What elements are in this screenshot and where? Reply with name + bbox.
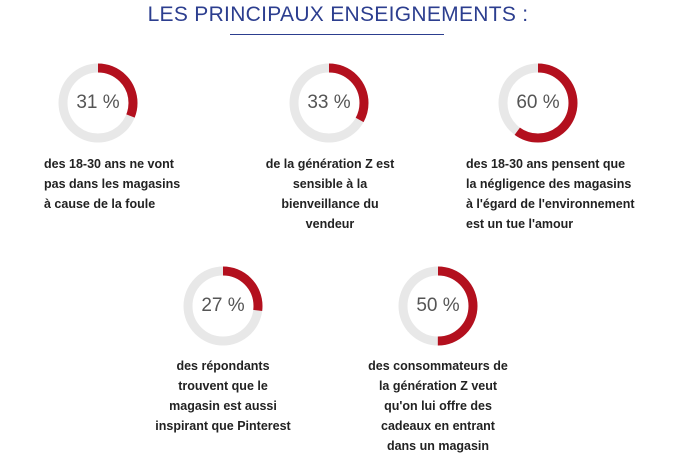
description-line: qu'on lui offre des: [384, 399, 492, 413]
description-line: dans un magasin: [386, 439, 490, 453]
description-2: de la génération Z est sensible à la bie…: [240, 154, 420, 234]
description-3: des 18-30 ans pensent que la négligence …: [466, 154, 671, 234]
description-line: des consommateurs de: [368, 359, 508, 373]
description-line: à l'égard de l'environnement: [466, 197, 635, 211]
description-line: inspirant que Pinterest: [155, 419, 291, 433]
title-underline: [230, 34, 444, 35]
description-line: des 18-30 ans pensent que: [466, 157, 626, 171]
description-5: des consommateurs de la génération Z veu…: [348, 356, 528, 456]
description-1: des 18-30 ans ne vont pas dans les magas…: [44, 154, 214, 214]
description-line: cadeaux en entrant: [381, 419, 495, 433]
donut-2: 33 %: [288, 62, 370, 144]
percent-label-2: 33 %: [307, 92, 351, 113]
donut-fill-1: [58, 63, 138, 143]
description-4: des répondants trouvent que le magasin e…: [133, 356, 313, 436]
description-line: trouvent que le: [178, 379, 268, 393]
percent-label-1: 31 %: [76, 92, 120, 113]
donut-chart-5: [398, 266, 478, 346]
description-line: la négligence des magasins: [466, 177, 632, 191]
description-line: magasin est aussi: [169, 399, 277, 413]
donut-3: 60 %: [497, 62, 579, 144]
donut-fill-4: [183, 266, 263, 346]
description-line: bienveillance du: [281, 197, 379, 211]
donut-chart-1: [58, 63, 138, 143]
donut-1: 31 %: [57, 62, 139, 144]
donut-5: 50 %: [397, 265, 479, 347]
description-line: la génération Z veut: [378, 379, 498, 393]
donut-chart-2: [289, 63, 369, 143]
description-line: vendeur: [305, 217, 355, 231]
description-line: de la génération Z est: [265, 157, 395, 171]
donut-chart-3: [498, 63, 578, 143]
donut-fill-3: [498, 63, 578, 143]
donut-fill-5: [398, 266, 478, 346]
percent-label-3: 60 %: [516, 92, 560, 113]
donut-4: 27 %: [182, 265, 264, 347]
description-line: des 18-30 ans ne vont: [44, 157, 174, 171]
description-line: des répondants: [176, 359, 270, 373]
percent-label-5: 50 %: [416, 295, 460, 316]
percent-label-4: 27 %: [201, 295, 245, 316]
donut-chart-4: [183, 266, 263, 346]
donut-fill-2: [289, 63, 369, 143]
description-line: pas dans les magasins: [44, 177, 181, 191]
description-line: sensible à la: [292, 177, 368, 191]
page-title: LES PRINCIPAUX ENSEIGNEMENTS :: [147, 3, 529, 26]
description-line: est un tue l'amour: [466, 217, 574, 231]
description-line: à cause de la foule: [44, 197, 156, 211]
